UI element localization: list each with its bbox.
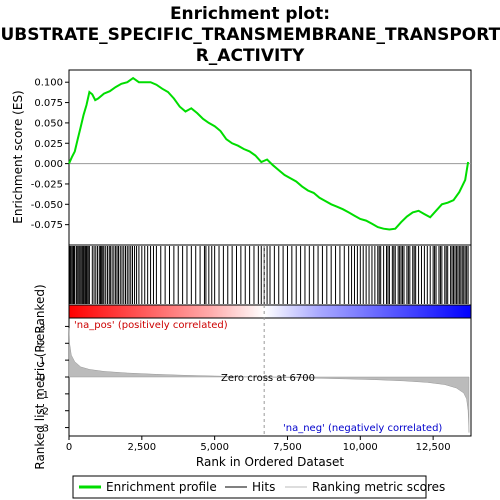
rank-y-axis: -3 -2 -1 0 1 2 3 [39, 322, 69, 435]
legend-label-profile: Enrichment profile [106, 480, 217, 494]
es-y-axis: -0.075 -0.050 -0.025 0.000 0.025 0.050 0.075 0.… [31, 78, 69, 231]
rank-gradient-bar [68, 304, 472, 319]
title-line-3: R_ACTIVITY [196, 46, 305, 66]
legend: Enrichment profile Hits Ranking metric s… [72, 475, 445, 499]
neg-annotation: 'na_neg' (negatively correlated) [283, 423, 442, 434]
es-ytick-label: -0.025 [31, 179, 63, 190]
es-ytick-label: -0.050 [31, 200, 63, 211]
legend-frame [72, 475, 427, 499]
es-ytick-label: 0.025 [34, 139, 63, 150]
zero-cross-annotation: Zero cross at 6700 [221, 373, 315, 384]
rank-x-axis: 0 2,500 5,000 7,500 10,000 12,500 [66, 436, 451, 453]
rank-xtick-label: 10,000 [343, 442, 378, 453]
title-line-1: Enrichment plot: [170, 4, 330, 24]
es-panel-frame [68, 69, 472, 246]
rank-xtick-label: 12,500 [416, 442, 451, 453]
rank-ytick-label: 2 [39, 339, 45, 350]
rank-ytick-label: -1 [39, 390, 49, 401]
es-ytick-label: 0.075 [34, 98, 63, 109]
title-line-2: SUBSTRATE_SPECIFIC_TRANSMEMBRANE_TRANSPO… [0, 25, 500, 45]
es-ytick-label: -0.075 [31, 220, 63, 231]
es-ytick-label: 0.100 [34, 78, 63, 89]
enrichment-profile-line [68, 76, 470, 231]
pos-annotation: 'na_pos' (positively correlated) [74, 320, 228, 331]
es-ytick-label: 0.050 [34, 118, 63, 129]
ranking-metric-area [68, 328, 470, 433]
rank-xtick-label: 2,500 [128, 442, 157, 453]
rank-xtick-label: 5,000 [200, 442, 229, 453]
title-block: Enrichment plot: SUBSTRATE_SPECIFIC_TRAN… [0, 4, 500, 66]
rank-ytick-label: 1 [39, 356, 45, 367]
rank-ytick-label: 3 [39, 322, 45, 333]
rank-ytick-label: -2 [39, 407, 49, 418]
es-ylabel: Enrichment score (ES) [11, 90, 25, 223]
rank-xlabel: Rank in Ordered Dataset [196, 455, 344, 469]
rank-ytick-label: 0 [39, 373, 45, 384]
hits-marks [68, 246, 469, 304]
rank-ylabel: Ranked list metric (PreRanked) [33, 284, 47, 469]
es-ytick-label: 0.000 [34, 159, 63, 170]
legend-label-hits: Hits [252, 480, 275, 494]
rank-xtick-label: 7,500 [273, 442, 302, 453]
legend-label-metric: Ranking metric scores [312, 480, 445, 494]
rank-xtick-label: 0 [66, 442, 72, 453]
rank-ytick-label: -3 [39, 424, 49, 435]
